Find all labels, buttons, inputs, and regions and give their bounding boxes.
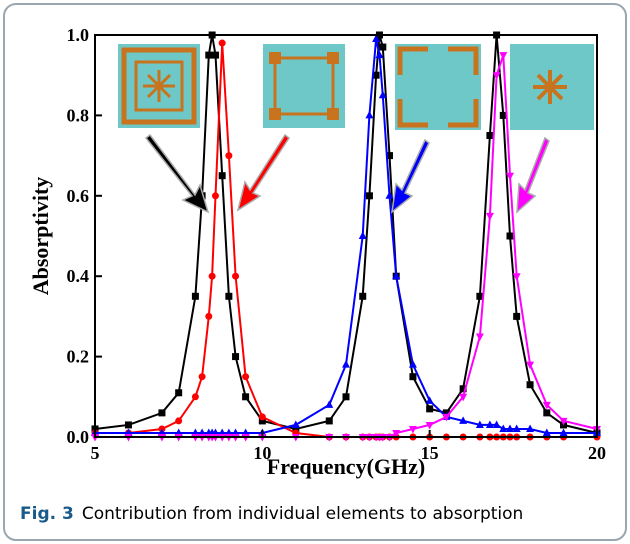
- arrow-magenta: [517, 138, 549, 212]
- marker: [259, 413, 266, 420]
- inset-4-star: [533, 70, 567, 104]
- insets: [118, 44, 594, 130]
- arrow-red: [238, 135, 289, 210]
- x-tick-label: 20: [588, 443, 606, 463]
- marker: [409, 373, 416, 380]
- page: Frequency(GHz) Absorptivity Fig. 3 Contri…: [0, 0, 630, 544]
- y-axis-label: Absorptivity: [28, 177, 53, 296]
- marker: [192, 393, 199, 400]
- marker: [543, 409, 550, 416]
- marker: [232, 353, 239, 360]
- marker: [342, 360, 350, 368]
- marker: [205, 313, 212, 320]
- marker: [219, 40, 226, 47]
- marker: [506, 233, 513, 240]
- marker: [209, 273, 216, 280]
- marker: [212, 192, 219, 199]
- marker: [359, 293, 366, 300]
- marker: [343, 393, 350, 400]
- y-tick-label: 0.8: [67, 105, 90, 125]
- marker: [225, 293, 232, 300]
- marker: [225, 152, 232, 159]
- marker: [326, 417, 333, 424]
- marker: [426, 405, 433, 412]
- inset-3: [395, 44, 481, 130]
- y-tick-label: 0.4: [67, 266, 90, 286]
- marker: [325, 400, 333, 408]
- marker: [125, 421, 132, 428]
- marker: [219, 172, 226, 179]
- arrow-black: [146, 135, 208, 212]
- marker: [175, 389, 182, 396]
- marker: [192, 293, 199, 300]
- marker: [365, 111, 373, 119]
- x-tick-label: 5: [91, 443, 100, 463]
- marker: [527, 381, 534, 388]
- caption-label: Fig. 3: [20, 504, 74, 524]
- marker: [499, 52, 507, 60]
- marker: [486, 213, 494, 221]
- marker: [175, 417, 182, 424]
- x-axis-label: Frequency(GHz): [267, 454, 425, 479]
- marker: [513, 313, 520, 320]
- marker: [199, 373, 206, 380]
- marker: [232, 273, 239, 280]
- figure: Frequency(GHz) Absorptivity Fig. 3 Contri…: [0, 0, 630, 544]
- marker: [205, 52, 212, 59]
- y-tick-label: 0.2: [67, 347, 90, 367]
- x-tick-label: 10: [253, 443, 271, 463]
- marker: [359, 232, 367, 240]
- marker: [242, 373, 249, 380]
- x-tick-label: 15: [421, 443, 439, 463]
- marker: [366, 192, 373, 199]
- marker: [486, 132, 493, 139]
- y-tick-label: 0.6: [67, 186, 90, 206]
- marker: [212, 52, 219, 59]
- arrow-blue: [392, 140, 429, 212]
- caption: Fig. 3 Contribution from individual eleme…: [20, 504, 523, 524]
- marker: [242, 393, 249, 400]
- y-tick-label: 1.0: [67, 25, 90, 45]
- marker: [158, 409, 165, 416]
- marker: [476, 334, 484, 342]
- caption-text: Contribution from individual elements to…: [82, 504, 523, 524]
- marker: [426, 396, 434, 404]
- y-tick-label: 0.0: [67, 427, 90, 447]
- marker: [379, 44, 386, 51]
